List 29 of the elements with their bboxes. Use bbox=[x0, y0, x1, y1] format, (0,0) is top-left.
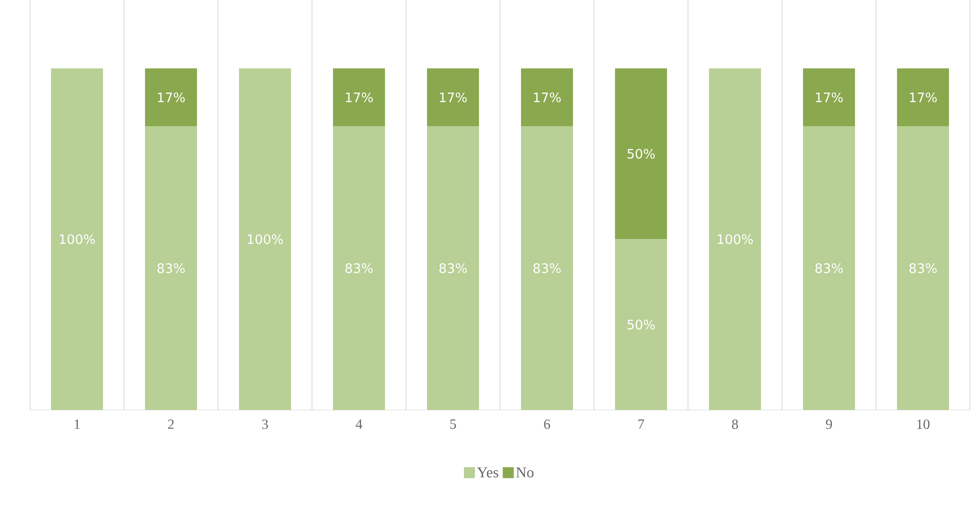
data-label: 50% bbox=[628, 320, 655, 330]
x-tick-label: 5 bbox=[450, 420, 456, 429]
x-tick-label: 3 bbox=[262, 420, 268, 429]
x-tick-label: 1 bbox=[74, 420, 80, 429]
data-label: 17% bbox=[816, 92, 843, 102]
data-label: 100% bbox=[248, 234, 283, 244]
data-label: 50% bbox=[628, 148, 655, 159]
x-tick-label: 4 bbox=[356, 420, 362, 429]
x-tick-label: 7 bbox=[638, 420, 644, 429]
data-label: 83% bbox=[815, 263, 843, 274]
data-label: 17% bbox=[158, 92, 185, 102]
x-tick-label: 9 bbox=[826, 420, 832, 429]
data-label: 83% bbox=[909, 263, 937, 274]
x-tick-label: 10 bbox=[917, 420, 930, 429]
data-label: 17% bbox=[346, 92, 373, 102]
legend-label: No bbox=[516, 467, 534, 478]
legend-label: Yes bbox=[477, 467, 498, 478]
data-label: 83% bbox=[345, 263, 373, 274]
data-label: 100% bbox=[718, 234, 753, 244]
data-label: 100% bbox=[60, 234, 95, 244]
data-label: 83% bbox=[157, 263, 185, 274]
data-label: 17% bbox=[534, 92, 561, 102]
data-label: 17% bbox=[440, 92, 467, 102]
x-tick-label: 2 bbox=[168, 420, 174, 429]
data-label: 83% bbox=[439, 263, 467, 274]
x-tick-label: 8 bbox=[732, 420, 738, 429]
data-label: 17% bbox=[910, 92, 937, 102]
x-tick-label: 6 bbox=[544, 420, 550, 429]
data-label: 83% bbox=[533, 263, 561, 274]
